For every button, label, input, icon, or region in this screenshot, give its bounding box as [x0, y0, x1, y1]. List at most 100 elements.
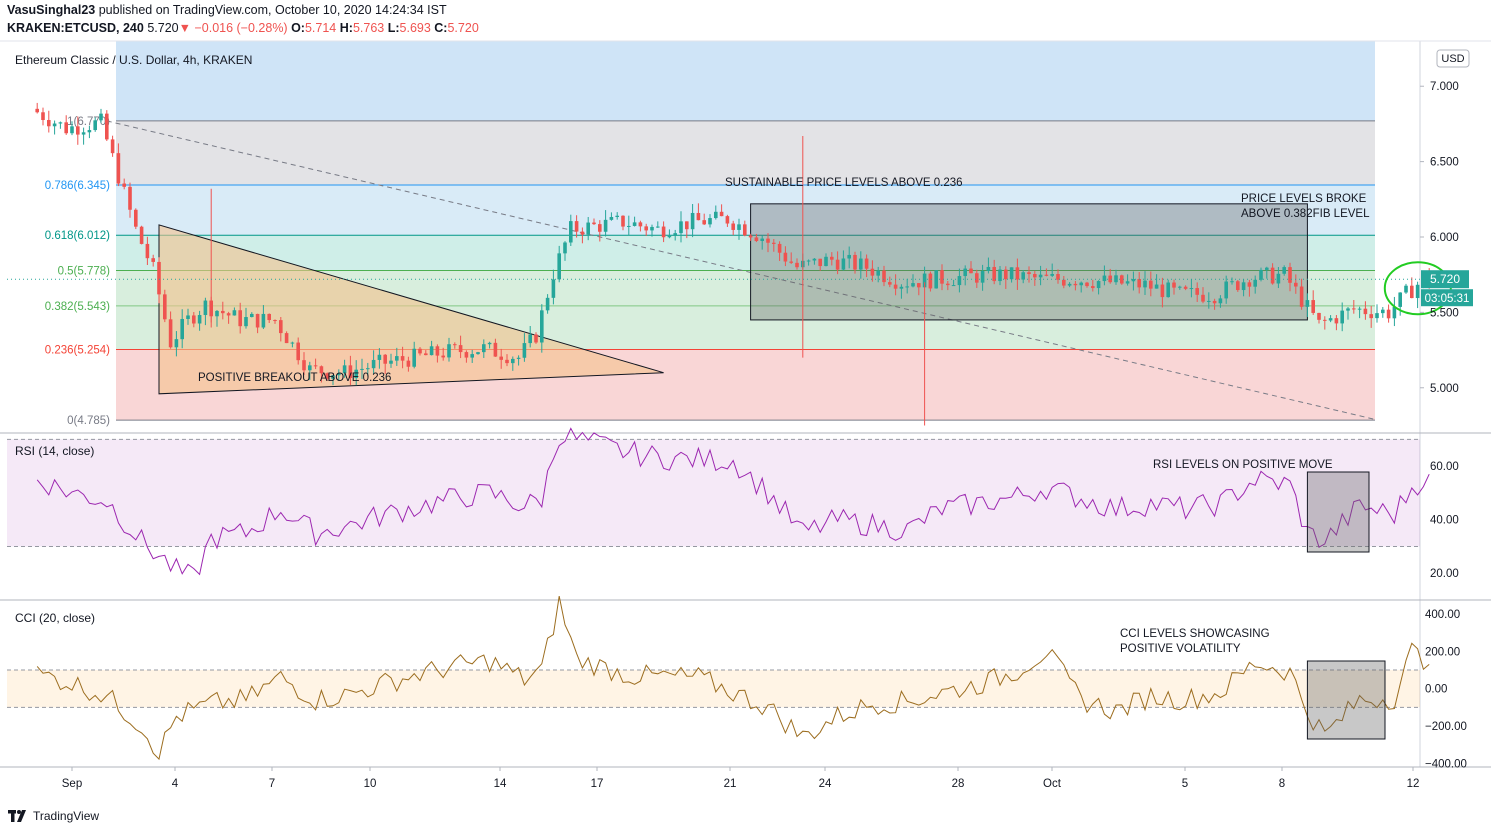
- time-axis-tick: 7: [269, 778, 275, 790]
- candle-body: [1311, 300, 1315, 313]
- fib-zone: [116, 120, 1375, 185]
- candle-body: [389, 360, 393, 364]
- candle-body: [505, 359, 509, 364]
- candle-body: [615, 215, 619, 218]
- candle-body: [667, 235, 672, 238]
- trendline-dashed: [106, 120, 1376, 420]
- candle-body: [1027, 272, 1031, 275]
- candle-body: [354, 369, 358, 379]
- price-axis-tick: 5.000: [1430, 383, 1459, 395]
- symbol-label: KRAKEN:ETCUSD, 240: [7, 21, 144, 35]
- candle-body: [1050, 274, 1054, 276]
- candle-body: [47, 120, 51, 127]
- chart-title: Ethereum Classic / U.S. Dollar, 4h, KRAK…: [15, 53, 252, 67]
- candle-body: [818, 258, 822, 267]
- candle-body: [899, 286, 904, 289]
- chart-canvas[interactable]: 1(6.770) 0.786(6.345) 0.618(6.012) 0.5(5.77…: [0, 0, 1491, 800]
- candle-body: [528, 334, 532, 344]
- candle-body: [522, 343, 527, 358]
- candle-body: [1009, 267, 1014, 280]
- candle-body: [412, 348, 416, 367]
- candle-body: [1288, 267, 1292, 283]
- candle-body: [1410, 285, 1414, 299]
- candle-body: [748, 235, 753, 238]
- candle-body: [453, 344, 457, 346]
- candle-body: [980, 271, 985, 283]
- candle-body: [835, 259, 840, 270]
- candle-body: [841, 258, 846, 270]
- candle-body: [447, 344, 451, 358]
- candle-body: [992, 266, 996, 282]
- cci-band-fill: [7, 670, 1420, 708]
- candle-body: [470, 354, 474, 358]
- candle-body: [366, 368, 370, 370]
- candle-body: [110, 139, 115, 154]
- close-value: 5.720: [447, 21, 479, 35]
- last-price-text: 5.720: [147, 21, 179, 35]
- candle-body: [168, 319, 173, 348]
- candle-body: [1253, 279, 1257, 287]
- candle-body: [1363, 308, 1368, 315]
- candle-body: [806, 260, 811, 262]
- candle-body: [1334, 318, 1339, 324]
- triangle-pattern: [158, 224, 664, 395]
- candle-body: [215, 310, 219, 317]
- candle-body: [296, 342, 300, 361]
- candle-body: [273, 320, 277, 322]
- candle-body: [946, 283, 950, 286]
- candle-body: [1125, 281, 1130, 284]
- price-axis-tick: 5.500: [1430, 307, 1459, 319]
- cci-axis-tick: −200.00: [1425, 721, 1467, 733]
- highlight-circle: [1383, 261, 1452, 316]
- candle-body: [1108, 275, 1112, 283]
- candle-body: [934, 270, 938, 289]
- candle-body: [458, 345, 463, 353]
- fib-level-label: 0.236(5.254): [45, 344, 110, 356]
- candle-body: [1270, 267, 1275, 284]
- candle-body: [1131, 279, 1136, 282]
- low-value: 5.693: [399, 21, 431, 35]
- candle-body: [1340, 310, 1344, 324]
- candle-body: [331, 375, 335, 379]
- candle-body: [1137, 279, 1141, 288]
- time-axis-tick: 12: [1407, 778, 1420, 790]
- candle-body: [1154, 284, 1159, 289]
- cci-axis-tick: −400.00: [1425, 758, 1467, 770]
- candle-body: [1282, 267, 1286, 274]
- candle-body: [360, 368, 364, 370]
- candle-body: [853, 254, 857, 270]
- candle-body: [1259, 269, 1263, 280]
- candle-body: [1183, 286, 1188, 289]
- footer-brand[interactable]: TradingView: [33, 809, 100, 823]
- candle-body: [812, 258, 817, 261]
- candle-body: [690, 212, 695, 230]
- candle-body: [534, 334, 538, 343]
- annotation-broke-line-2: ABOVE 0.382FIB LEVEL: [1241, 208, 1370, 220]
- candle-body: [870, 268, 875, 276]
- candle-body: [603, 219, 608, 232]
- candle-body: [957, 276, 962, 286]
- candle-body: [232, 310, 237, 316]
- candle-body: [279, 320, 283, 334]
- candle-body: [516, 357, 521, 359]
- candle-body: [1323, 319, 1327, 321]
- cci-annotation-line-1: CCI LEVELS SHOWCASING: [1120, 628, 1270, 640]
- candle-body: [824, 256, 828, 267]
- candle-body: [429, 346, 434, 356]
- candle-body: [1212, 300, 1217, 304]
- candle-body: [76, 126, 80, 135]
- candle-body: [1404, 285, 1408, 293]
- high-label: H:: [339, 21, 353, 35]
- candle-body: [1276, 273, 1281, 284]
- candle-body: [719, 211, 724, 217]
- publish-info: VasuSinghal23 published on TradingView.c…: [7, 3, 447, 17]
- candle-body: [325, 373, 329, 379]
- author-name[interactable]: VasuSinghal23: [7, 3, 96, 17]
- rsi-annotation-box: [1306, 471, 1370, 553]
- open-label: O:: [291, 21, 305, 35]
- candle-body: [424, 353, 428, 356]
- low-label: L:: [387, 21, 400, 35]
- candle-body: [313, 365, 318, 367]
- cci-axis-tick: 0.00: [1425, 684, 1447, 696]
- candle-body: [540, 310, 544, 343]
